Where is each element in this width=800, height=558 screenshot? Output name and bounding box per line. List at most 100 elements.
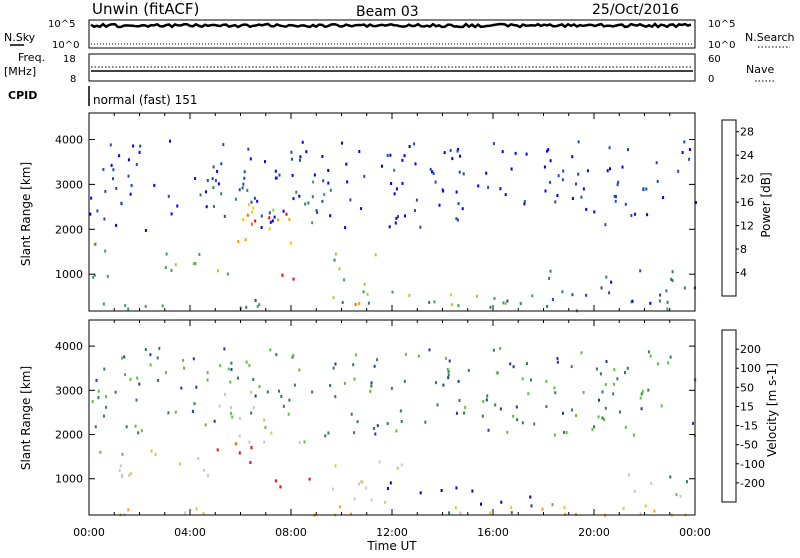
p2-cell: [447, 376, 450, 380]
p2-cell: [119, 464, 122, 468]
p2-cell: [331, 487, 334, 491]
p2-cell: [486, 394, 489, 398]
p2-cell: [562, 411, 564, 415]
p2-cell: [400, 463, 403, 467]
p1-cell: [344, 226, 347, 230]
p2-cell: [124, 373, 126, 377]
time-axis-label: Time UT: [366, 539, 417, 553]
p1-cell: [109, 143, 112, 147]
p2-cell: [647, 388, 650, 392]
p1-cell: [397, 215, 399, 219]
p1-cell: [414, 209, 416, 213]
p2-cell: [509, 362, 512, 366]
p2-cell: [105, 405, 108, 409]
colorbar-tick-label: 50: [740, 381, 754, 394]
p1-cell: [413, 142, 416, 146]
y-tick-label: 2000: [55, 429, 83, 442]
p2-cell: [129, 377, 132, 381]
p2-cell: [556, 357, 559, 360]
p1-cell: [315, 209, 318, 213]
colorbar-tick-label: 100: [740, 362, 761, 375]
p1-cell: [292, 277, 295, 281]
y-tick-label: 2000: [55, 223, 83, 236]
noise-tick-right-top: 10^5: [708, 19, 735, 30]
p1-cell: [551, 298, 554, 301]
p1-cell: [694, 201, 697, 204]
p2-cell: [556, 360, 559, 364]
p1-cell: [580, 195, 583, 199]
colorbar-tick-label: 8: [740, 243, 747, 256]
p1-cell: [363, 282, 366, 286]
p1-cell: [102, 302, 105, 306]
p1-cell: [329, 188, 332, 192]
p2-cell: [125, 425, 128, 429]
p1-cell: [586, 169, 589, 173]
p2-cell: [183, 366, 186, 370]
p1-cell: [617, 180, 620, 184]
p2-cell: [202, 512, 205, 515]
p1-cell: [502, 301, 505, 305]
p1-cell: [487, 185, 490, 189]
p1-cell: [106, 274, 109, 278]
p2-cell: [197, 457, 200, 460]
p1-cell: [671, 270, 674, 274]
velocity-ylabel: Slant Range [km]: [19, 366, 33, 470]
p1-cell: [621, 165, 624, 169]
p1-cell: [582, 187, 585, 191]
p1-cell: [547, 148, 550, 152]
nave-tick-bottom: 0: [708, 74, 714, 85]
p1-cell: [245, 305, 248, 309]
p2-cell: [193, 402, 196, 406]
p1-cell: [671, 279, 674, 283]
p1-cell: [311, 195, 314, 199]
p2-cell: [604, 383, 607, 387]
p1-cell: [237, 240, 240, 243]
p1-cell: [549, 269, 552, 273]
p2-cell: [140, 429, 143, 433]
p2-cell: [227, 367, 230, 371]
colorbar-tick-label: -50: [740, 439, 758, 452]
p2-cell: [551, 503, 554, 507]
p2-cell: [324, 434, 327, 438]
p2-cell: [403, 379, 406, 383]
p2-cell: [213, 419, 216, 423]
p2-cell: [633, 490, 636, 493]
p2-cell: [622, 507, 625, 511]
p1-cell: [212, 165, 215, 169]
p2-cell: [311, 390, 314, 394]
p2-cell: [455, 486, 458, 490]
p1-cell: [217, 269, 220, 273]
p2-cell: [512, 365, 515, 369]
p2-cell: [250, 390, 253, 394]
nsky-label: N.Sky: [4, 31, 36, 44]
p2-cell: [287, 412, 290, 416]
p1-cell: [299, 158, 301, 162]
p1-cell: [220, 192, 223, 196]
p1-cell: [194, 262, 197, 266]
colorbar-tick-label: 16: [740, 196, 754, 209]
p1-cell: [304, 202, 307, 206]
p1-cell: [349, 198, 352, 202]
p2-cell: [269, 348, 272, 352]
p2-cell: [499, 347, 502, 350]
p1-cell: [144, 304, 147, 308]
p1-cell: [205, 190, 207, 194]
p2-cell: [231, 415, 234, 419]
p1-cell: [461, 207, 464, 211]
x-tick-label: 04:00: [174, 526, 206, 539]
p1-cell: [403, 154, 406, 158]
p2-cell: [129, 472, 132, 476]
p2-cell: [352, 363, 355, 367]
p2-cell: [554, 391, 557, 395]
p1-cell: [170, 212, 173, 216]
velocity-heatmap-data: [91, 346, 697, 517]
p1-cell: [358, 302, 360, 305]
p2-cell: [370, 381, 373, 385]
p1-cell: [174, 263, 177, 267]
p2-cell: [641, 389, 644, 393]
p1-cell: [358, 150, 361, 153]
p2-cell: [601, 390, 604, 394]
p2-cell: [174, 410, 177, 414]
colorbar-tick-label: 12: [740, 220, 754, 233]
